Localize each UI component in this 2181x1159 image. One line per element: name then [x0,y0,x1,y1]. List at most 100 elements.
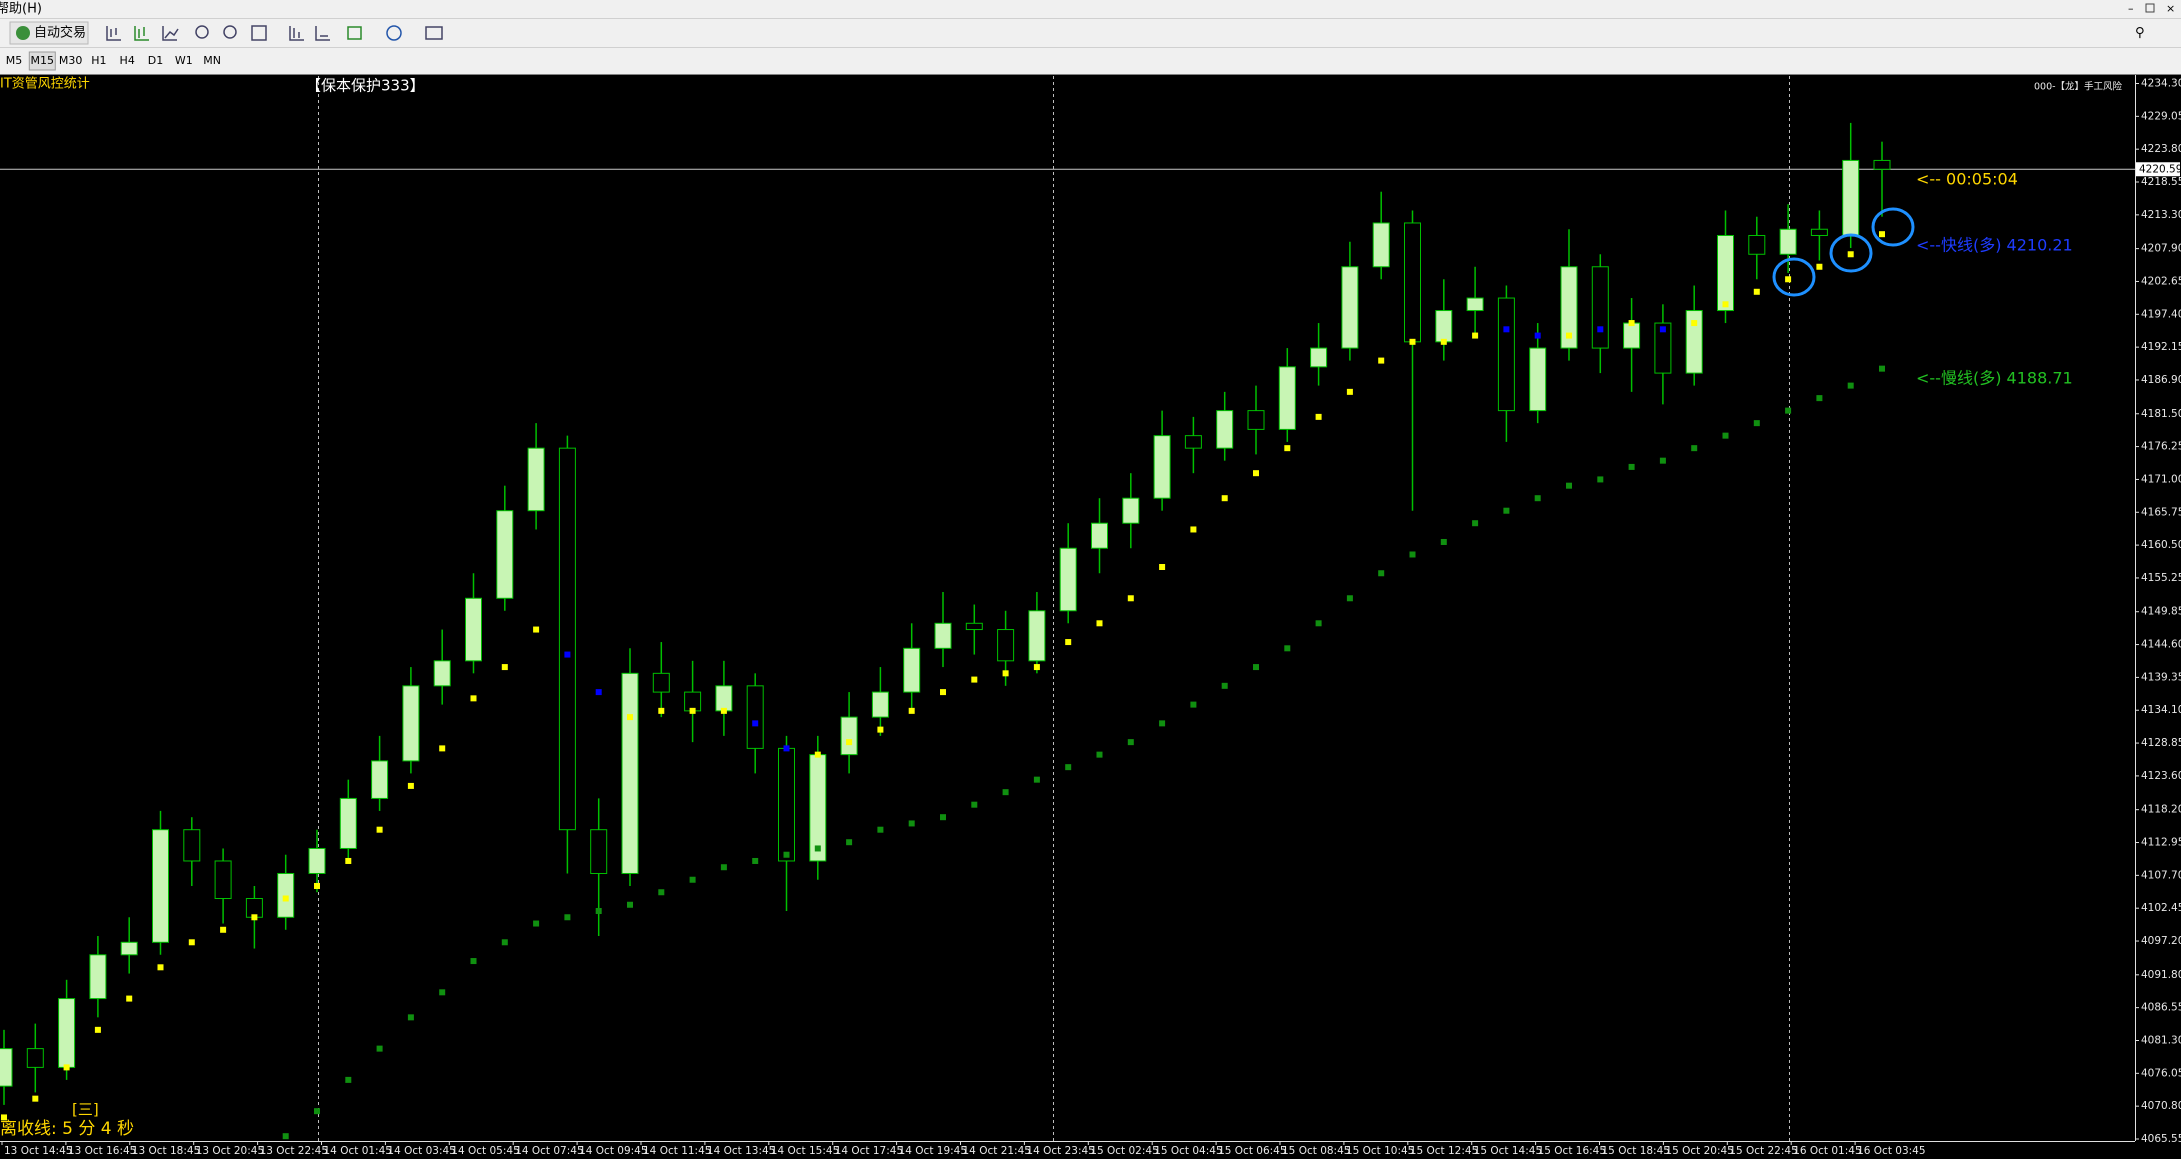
slow-line-dot [752,857,759,864]
slow-line-dot [407,1014,414,1021]
fast-line-dot [1065,639,1072,646]
candle-icon[interactable] [134,26,149,41]
protect-label: 【保本保护333】 [306,77,425,95]
fast-line-dot [1096,620,1103,627]
y-tick-label: 4102.45 [2141,902,2181,914]
search-icon[interactable]: ⚲ [2135,26,2145,41]
current-price-label: 4220.59 [2139,163,2181,175]
shift-icon[interactable] [315,26,330,41]
y-tick-label: 4070.80 [2141,1100,2181,1112]
candle-body [339,797,357,849]
bar-chart-icon[interactable] [106,26,121,41]
x-tick-label: 14 Oct 03:45 [387,1145,455,1157]
auto-trade-button[interactable] [9,21,89,45]
slow-line-dot [1503,507,1510,514]
candle-body [1591,266,1609,349]
timeframe-label[interactable]: H4 [120,54,135,67]
mode-label: [三] [72,1101,99,1119]
timeframe-label[interactable]: M5 [6,54,23,67]
candle-body [183,829,201,862]
slow-line-label: <--慢线(多) 4188.71 [1916,369,2073,388]
timeframe-label[interactable]: M30 [59,54,83,67]
fast-line-dot [1847,251,1854,258]
fast-line-dot [32,1095,39,1102]
slow-line-dot [564,914,571,921]
candle-body [1404,222,1421,343]
candle-body [965,622,983,631]
slow-line-dot [595,908,602,915]
candle-body [1091,522,1108,549]
tile-icon[interactable] [251,25,267,41]
fast-line-dot [1503,326,1510,333]
fast-line-dot [1879,231,1885,238]
fast-line-dot [1221,495,1228,502]
slow-line-dot [720,864,727,871]
window-restore[interactable] [2145,3,2155,13]
timeframe-label[interactable]: H1 [91,54,106,67]
timeframe-bar: M5 M15 M30 H1 H4 D1 W1 MN [6,51,221,71]
x-tick-label: 14 Oct 17:45 [835,1145,903,1157]
slow-line-dot [1785,407,1792,414]
slow-line-dot [1378,570,1385,577]
window-min[interactable]: – [2128,2,2134,15]
fast-line-dot [1691,320,1698,327]
candle-body [120,941,138,956]
timeframe-label[interactable]: W1 [175,54,193,67]
timeframe-button[interactable] [28,51,56,71]
indicators-icon[interactable] [347,26,362,40]
y-tick-label: 4171.00 [2141,473,2181,485]
fast-line-dot [814,751,821,758]
slow-line-dot [846,839,853,846]
slow-line-dot [1753,420,1760,427]
timeframe-label[interactable]: MN [203,54,221,67]
fast-line-dot [1534,332,1541,339]
slow-line-dot [627,901,633,908]
candle-body [1122,497,1140,524]
x-tick-label: 15 Oct 14:45 [1474,1145,1542,1157]
timeframe-label[interactable]: D1 [148,54,163,67]
slow-line-dot [1847,382,1854,389]
candle-body [621,672,639,874]
slow-line-dot [877,826,884,833]
candle-body [527,447,545,512]
slow-line-dot [1566,482,1572,489]
candle-body [1059,547,1077,612]
fast-line-dot [1378,357,1385,364]
x-tick-label: 13 Oct 20:45 [196,1145,264,1157]
candle-body [496,510,514,599]
candle-body [371,760,389,799]
menu-help[interactable]: 帮助(H) [0,2,42,17]
periods-icon[interactable] [386,25,402,41]
fast-line-dot [188,939,195,946]
auto-trade-label[interactable]: 自动交易 [34,25,86,41]
fast-line-dot [251,914,258,921]
highlight-circle [1829,233,1873,273]
slow-line-dot [1346,595,1353,602]
fast-line-dot [157,964,164,971]
candle-body [89,954,107,1000]
zoom-out-icon[interactable] [223,25,237,39]
candle-body [1810,228,1828,236]
slow-line-dot [1409,551,1416,558]
zoom-in-icon[interactable] [195,25,209,39]
window-close[interactable]: × [2166,2,2175,15]
timeframe-label[interactable]: M15 [31,54,55,67]
scroll-icon[interactable] [289,26,304,41]
fast-line-dot [314,882,320,889]
fast-line-dot [126,995,133,1002]
slow-line-dot [1002,789,1009,796]
panel-title: IT资管风控统计 [0,77,90,92]
candle-body [1310,347,1328,368]
slow-line-dot [1628,463,1635,470]
y-tick-label: 4207.90 [2141,243,2181,255]
candle-body [840,716,858,756]
candle-body [1341,266,1359,349]
candle-body [1435,310,1453,343]
slow-line-dot [1722,432,1729,439]
fast-line-dot [1722,301,1729,308]
fast-line-dot [1002,670,1009,677]
candle-body [1247,410,1265,430]
candle-body [1873,159,1891,170]
templates-icon[interactable] [425,26,443,40]
line-chart-icon[interactable] [162,26,179,41]
